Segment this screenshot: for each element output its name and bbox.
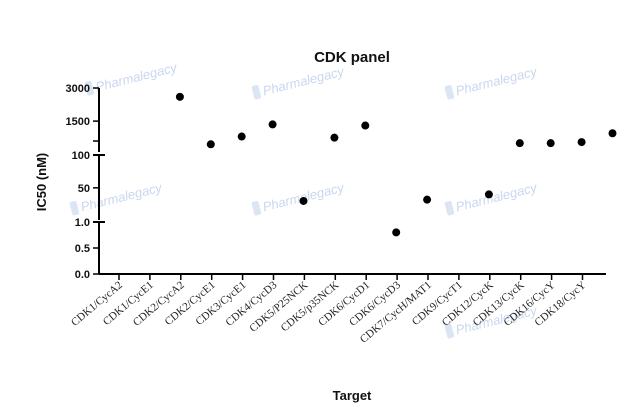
watermark-text: Pharmalegacy (454, 63, 540, 98)
y-tick-label: 100 (72, 150, 90, 162)
data-point (299, 196, 308, 205)
watermark-logo-icon (444, 201, 455, 216)
data-point (546, 139, 555, 148)
watermark-logo-icon (444, 85, 455, 100)
watermark-text: Pharmalegacy (94, 59, 180, 94)
data-point (268, 120, 277, 129)
data-point (577, 138, 586, 147)
watermark-logo-icon (69, 201, 80, 216)
watermark-text: Pharmalegacy (454, 179, 540, 214)
y-tick-label: 50 (78, 183, 90, 195)
data-point (392, 228, 401, 237)
y-ticks: 0.0 0.5 1.0 50 100 1500 3000 (66, 83, 99, 281)
chart-title: CDK panel (314, 49, 390, 66)
x-tick-label: CDK1/CycA2 (69, 279, 125, 329)
watermark-text: Pharmalegacy (261, 63, 347, 98)
y-tick-label: 1500 (66, 116, 90, 128)
data-point (206, 140, 215, 149)
data-point (175, 92, 184, 101)
watermark-logo-icon (251, 85, 262, 100)
data-point (361, 121, 370, 130)
y-tick-label: 0.0 (75, 269, 90, 281)
watermark-logo-icon (251, 201, 262, 216)
y-axis-label: IC50 (nM) (34, 153, 49, 212)
watermark-logo-icon (84, 81, 95, 96)
data-point (608, 129, 617, 138)
y-tick-label: 0.5 (75, 243, 90, 255)
watermark-text: Pharmalegacy (261, 179, 347, 214)
y-tick-label: 1.0 (75, 217, 90, 229)
y-tick-label: 3000 (66, 83, 90, 95)
data-point (484, 190, 493, 199)
data-point (330, 133, 339, 142)
data-point (515, 139, 524, 148)
data-point (237, 132, 246, 141)
data-points (175, 92, 617, 237)
watermark-logo-icon (444, 324, 455, 339)
watermark: Pharmalegacy (444, 179, 540, 216)
watermark: Pharmalegacy (444, 63, 540, 100)
watermark: Pharmalegacy (251, 63, 347, 100)
watermark: Pharmalegacy (251, 179, 347, 216)
data-point (423, 195, 432, 204)
x-axis-label: Target (333, 388, 372, 403)
watermark-text: Pharmalegacy (79, 179, 165, 214)
